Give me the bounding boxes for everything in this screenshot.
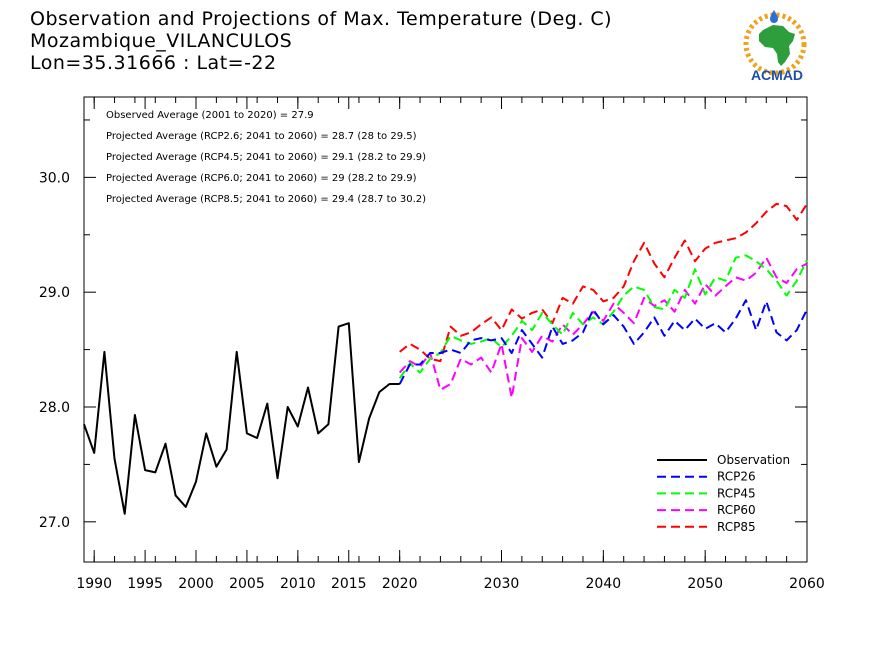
y-tick-label: 28.0 xyxy=(39,400,70,416)
axis-ticks xyxy=(84,97,808,562)
logo-drop-icon xyxy=(770,10,778,23)
annotation-line: Projected Average (RCP6.0; 2041 to 2060)… xyxy=(106,173,417,184)
chart-title: Observation and Projections of Max. Temp… xyxy=(30,8,613,30)
acmad-logo: ACMAD xyxy=(743,10,807,83)
logo-sun-rays-icon xyxy=(743,12,807,76)
series-rcp26-line xyxy=(398,299,808,385)
station-coordinates: Lon=35.31666 : Lat=-22 xyxy=(30,52,277,74)
legend-label: RCP85 xyxy=(717,520,756,534)
series-observation-line xyxy=(83,322,400,515)
logo-africa-icon xyxy=(759,25,795,66)
x-tick-label: 2015 xyxy=(331,576,367,592)
x-tick-label: 2005 xyxy=(229,576,265,592)
legend: Observation RCP26 RCP45 RCP60 RCP85 xyxy=(657,453,790,534)
x-tick-label: 2060 xyxy=(789,576,825,592)
x-tick-label: 2030 xyxy=(484,576,520,592)
annotation-line: Observed Average (2001 to 2020) = 27.9 xyxy=(106,110,314,121)
x-tick-label: 1990 xyxy=(76,576,112,592)
legend-label: Observation xyxy=(717,453,790,467)
x-tick-label: 2040 xyxy=(586,576,622,592)
series-rcp60-line xyxy=(398,256,808,399)
annotation-line: Projected Average (RCP4.5; 2041 to 2060)… xyxy=(106,152,426,163)
legend-label: RCP45 xyxy=(717,486,756,500)
x-tick-label: 1995 xyxy=(127,576,163,592)
legend-label: RCP26 xyxy=(717,470,756,484)
annotation-line: Projected Average (RCP2.6; 2041 to 2060)… xyxy=(106,131,417,142)
x-tick-label: 2020 xyxy=(382,576,418,592)
series-lines xyxy=(83,202,808,515)
annotation-line: Projected Average (RCP8.5; 2041 to 2060)… xyxy=(106,194,426,205)
logo-text: ACMAD xyxy=(751,67,803,83)
plot-frame xyxy=(83,96,808,563)
x-tick-label: 2050 xyxy=(687,576,723,592)
y-tick-label: 27.0 xyxy=(39,515,70,531)
station-name: Mozambique_VILANCULOS xyxy=(30,30,293,52)
x-tick-label: 2000 xyxy=(178,576,214,592)
legend-label: RCP60 xyxy=(717,503,756,517)
chart-title-block: Observation and Projections of Max. Temp… xyxy=(30,8,612,74)
y-axis-tick-labels: 27.0 28.0 29.0 30.0 xyxy=(39,170,70,530)
series-rcp85-line xyxy=(399,202,808,363)
x-tick-label: 2010 xyxy=(280,576,316,592)
y-tick-label: 29.0 xyxy=(39,285,70,301)
x-axis-tick-labels: 1990 1995 2000 2005 2010 2015 2020 2030 2040 2050… xyxy=(76,576,824,592)
average-annotations: Observed Average (2001 to 2020) = 27.9 Pr… xyxy=(106,110,426,205)
y-tick-label: 30.0 xyxy=(39,170,70,186)
